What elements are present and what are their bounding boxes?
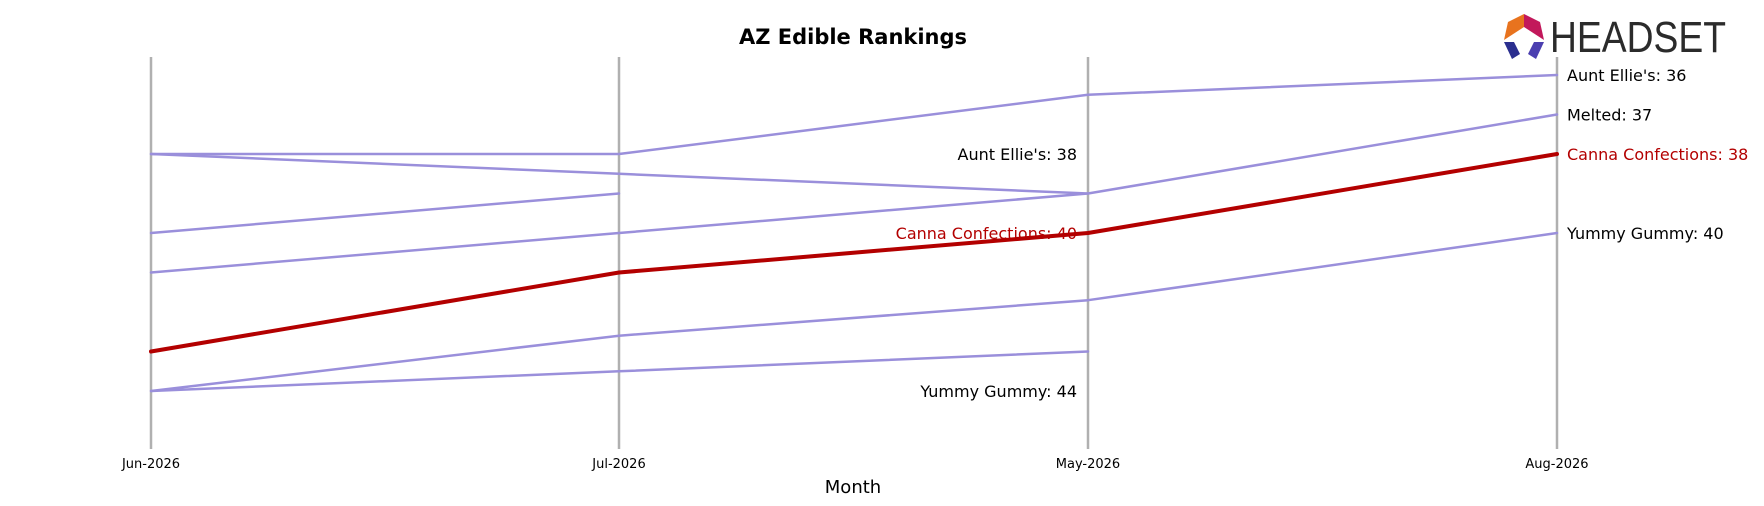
x-tick-label: Jun-2026 [121,457,180,472]
chart-title: AZ Edible Rankings [739,25,967,49]
headset-logo: HEADSET [1504,13,1726,62]
month-gridlines [149,57,1559,449]
series-line [149,350,1090,393]
series-line [149,73,1559,156]
series-labels: Aunt Ellie's: 36 Melted: 37 Canna Confecti… [896,66,1749,401]
series-end-label: Aunt Ellie's: 36 [1567,66,1686,85]
series-line [149,152,1090,195]
x-tick-label: Aug-2026 [1525,457,1588,472]
x-axis-label: Month [825,477,881,498]
headset-logo-mark-icon [1504,14,1544,59]
series-line [149,113,1559,274]
series-end-label: Yummy Gummy: 40 [1566,224,1724,243]
series-line-highlight [149,152,1559,354]
series-end-label: Canna Confections: 40 [896,224,1077,243]
series-end-label: Canna Confections: 38 [1567,145,1748,164]
x-tick-labels: Jun-2026 Jul-2026 May-2026 Aug-2026 [121,457,1589,472]
x-tick-label: Jul-2026 [591,457,645,472]
series-end-label: Aunt Ellie's: 38 [958,145,1077,164]
series-lines [149,73,1559,393]
series-end-label: Melted: 37 [1567,106,1652,125]
x-tick-label: May-2026 [1056,457,1120,472]
series-end-label: Yummy Gummy: 44 [919,382,1077,401]
series-line [149,192,621,235]
series-line [149,231,1559,393]
headset-logo-text: HEADSET [1550,13,1726,62]
